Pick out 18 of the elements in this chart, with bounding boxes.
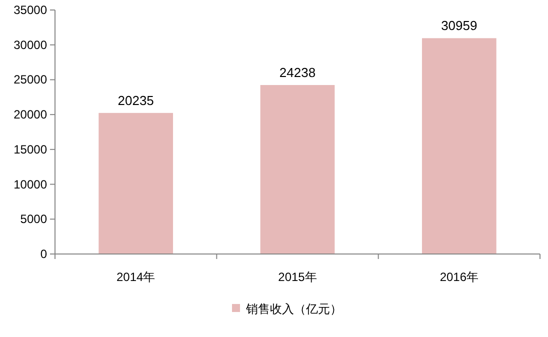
y-tick-label: 25000 (14, 72, 48, 87)
y-tick-label: 20000 (14, 108, 48, 122)
x-tick-label: 2014年 (116, 270, 156, 284)
y-tick-label: 15000 (14, 142, 48, 156)
bar (98, 112, 174, 254)
data-label: 30959 (441, 18, 478, 34)
y-tick-label: 10000 (14, 177, 48, 192)
data-label: 20235 (118, 92, 154, 108)
y-tick-label: 5000 (20, 212, 48, 226)
x-tick-label: 2016年 (440, 270, 479, 284)
legend-label: 销售收入（亿元） (245, 302, 342, 316)
bar (260, 85, 335, 254)
x-tick-label: 2015年 (278, 270, 317, 284)
data-label: 24238 (279, 65, 316, 80)
y-tick-label: 0 (40, 247, 48, 261)
y-tick-label: 35000 (14, 3, 48, 17)
y-tick-label: 30000 (14, 38, 48, 52)
bar (422, 38, 496, 254)
